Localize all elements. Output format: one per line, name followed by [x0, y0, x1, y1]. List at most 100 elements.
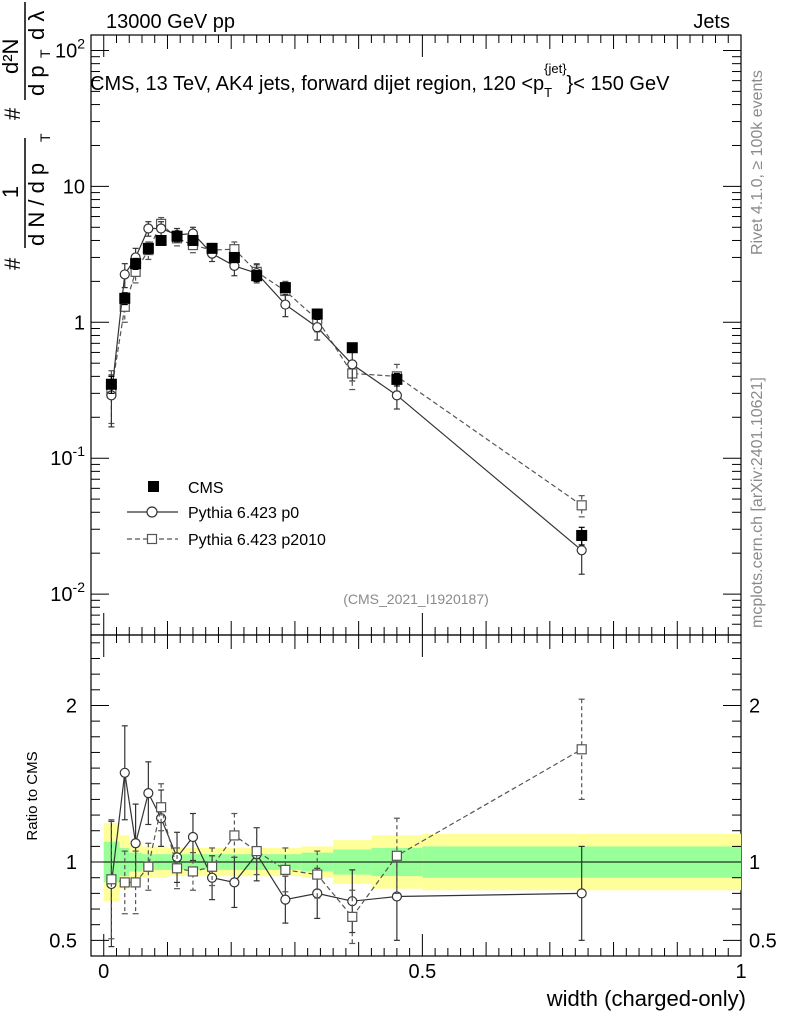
data-point [391, 390, 402, 401]
ratio-plot-frame [90, 634, 742, 957]
series-line [110, 222, 583, 506]
x-tick-label: 1 [735, 961, 746, 983]
main-y-axis-label: # 1 d N / d p T # d²N d p T d λ [0, 2, 53, 270]
x-tick-label: 0 [98, 961, 109, 983]
legend-marker-p2010 [146, 533, 158, 545]
data-point [576, 545, 587, 556]
y-tick-label: 10-2 [50, 579, 85, 606]
ratio-y-tick-label-right: 1 [749, 852, 760, 874]
data-point [576, 500, 587, 511]
ratio-point [206, 861, 218, 872]
header-left: 13000 GeV pp [106, 11, 235, 33]
ratio-series-1 [106, 698, 587, 945]
main-y-tick-labels: 10-2 10-1 1 10 102 [50, 35, 85, 606]
ratio-point [187, 831, 199, 843]
svg-text:d²N: d²N [0, 39, 23, 74]
data-point [279, 282, 291, 294]
svg-text:d N / d p: d N / d p [24, 163, 49, 246]
ratio-point [130, 838, 141, 849]
ratio-y-tick-label-left: 0.5 [49, 930, 77, 952]
series-0 [105, 230, 588, 546]
ratio-y-tick-labels: 0.5 0.5 1 1 2 2 [49, 695, 777, 952]
ratio-y-tick-label-right: 2 [749, 695, 760, 717]
data-point [155, 234, 167, 246]
ratio-point [229, 877, 240, 888]
ratio-point [576, 744, 587, 755]
ratio-y-tick-label-left: 2 [66, 695, 77, 717]
ratio-point [171, 863, 183, 874]
ratio-point [130, 877, 141, 888]
series-1 [106, 221, 587, 575]
data-point [576, 529, 588, 541]
ratio-point [155, 802, 167, 813]
ratio-point [280, 894, 291, 905]
data-point [251, 270, 263, 282]
x-tick-labels: 0 0.5 1 [98, 961, 746, 983]
svg-text:#: # [0, 107, 25, 120]
svg-text:1: 1 [0, 186, 23, 198]
series-2 [106, 216, 587, 518]
ratio-point [143, 861, 154, 872]
ratio-line [111, 748, 582, 918]
main-axis-ticks [91, 35, 742, 636]
ratio-point [229, 830, 240, 841]
ratio-y-tick-label-right: 0.5 [749, 930, 777, 952]
x-tick-label: 0.5 [408, 961, 436, 983]
ratio-point [119, 877, 130, 888]
legend-label-cms: CMS [188, 480, 224, 497]
y-tick-label: 102 [55, 35, 85, 62]
ratio-y-tick-label-left: 1 [66, 852, 77, 874]
data-point [311, 308, 323, 320]
ratio-axis-ticks [91, 635, 742, 957]
ratio-point [187, 866, 199, 877]
data-point [312, 322, 323, 333]
data-point [119, 292, 131, 304]
data-point [346, 342, 358, 354]
legend-marker-cms [148, 481, 159, 492]
ratio-y-axis-label: Ratio to CMS [24, 751, 41, 840]
data-point [105, 378, 117, 390]
data-point [206, 242, 218, 254]
svg-text:T: T [37, 133, 53, 142]
data-point [142, 242, 154, 254]
legend: CMS Pythia 6.423 p0 Pythia 6.423 p2010 [127, 480, 326, 549]
data-point [130, 258, 142, 270]
ratio-point [106, 874, 117, 885]
chart-title: CMS, 13 TeV, AK4 jets, forward dijet reg… [90, 61, 670, 100]
ratio-series-layer [106, 698, 587, 948]
ratio-point [576, 888, 587, 899]
svg-text:d λ: d λ [24, 11, 49, 40]
data-point [143, 223, 154, 234]
rivet-version-label: Rivet 4.1.0, ≥ 100k events [749, 70, 766, 255]
ratio-point [391, 850, 402, 861]
svg-text:T: T [37, 49, 53, 58]
legend-marker-p0 [146, 506, 158, 518]
data-point [187, 234, 199, 246]
main-series-layer [105, 216, 588, 575]
data-point [391, 373, 403, 385]
header-right: Jets [693, 11, 730, 33]
legend-label-p0: Pythia 6.423 p0 [188, 505, 299, 522]
mcplots-label: mcplots.cern.ch [arXiv:2401.10621] [749, 377, 766, 628]
y-tick-label: 10 [63, 176, 85, 198]
data-point [347, 359, 358, 370]
analysis-watermark: (CMS_2021_I1920187) [343, 591, 489, 607]
data-point [228, 251, 240, 263]
x-axis-label: width (charged-only) [546, 986, 746, 1011]
data-point [171, 230, 183, 242]
legend-label-p2010: Pythia 6.423 p2010 [188, 532, 326, 549]
ratio-point [119, 767, 130, 778]
data-point [280, 299, 291, 310]
ratio-point [251, 845, 262, 857]
svg-text:d p: d p [24, 65, 49, 96]
data-point [119, 269, 130, 280]
y-tick-label: 1 [74, 312, 85, 334]
data-point [155, 223, 167, 234]
ratio-point [347, 911, 358, 922]
svg-text:#: # [0, 257, 25, 270]
ratio-point [143, 788, 154, 799]
ratio-point [280, 864, 291, 875]
series-line [110, 227, 583, 551]
y-tick-label: 10-1 [50, 443, 85, 470]
